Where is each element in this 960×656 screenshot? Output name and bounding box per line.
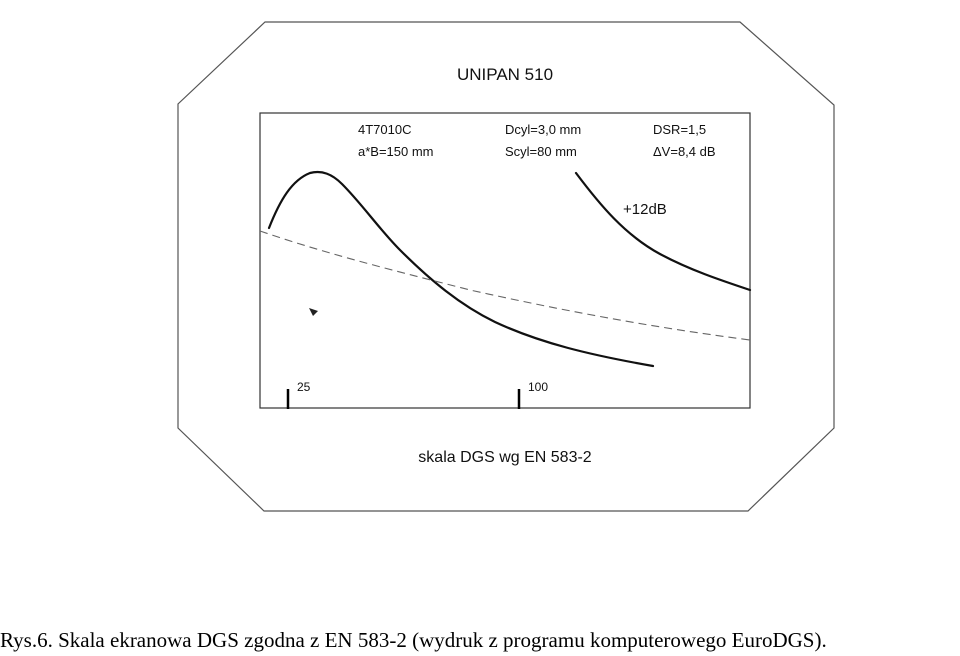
screen-outline bbox=[177, 21, 835, 512]
dgs-reference-dashed-curve bbox=[259, 230, 751, 341]
dcyl-label: Dcyl=3,0 mm bbox=[505, 122, 581, 137]
marker-arrow bbox=[309, 308, 318, 316]
dsr-label: DSR=1,5 bbox=[653, 122, 706, 137]
scale-caption: skala DGS wg EN 583-2 bbox=[418, 449, 592, 466]
figure-caption: Rys.6. Skala ekranowa DGS zgodna z EN 58… bbox=[0, 628, 827, 652]
scyl-label: Scyl=80 mm bbox=[505, 144, 577, 159]
dgs-plus12db-curve bbox=[574, 171, 752, 292]
scale-label-25: 25 bbox=[297, 380, 311, 394]
gain-label: +12dB bbox=[623, 201, 667, 218]
ab-label: a*B=150 mm bbox=[358, 144, 434, 159]
dgs-main-curve bbox=[267, 170, 655, 368]
delta-v-label: ΔV=8,4 dB bbox=[653, 144, 716, 159]
plot-frame bbox=[259, 112, 751, 409]
device-title: UNIPAN 510 bbox=[457, 65, 553, 84]
dgs-screen-diagram: UNIPAN 510 4T7010C a*B=150 mm Dcyl=3,0 m… bbox=[177, 21, 835, 512]
probe-label: 4T7010C bbox=[358, 122, 411, 137]
scale-label-100: 100 bbox=[528, 380, 548, 394]
